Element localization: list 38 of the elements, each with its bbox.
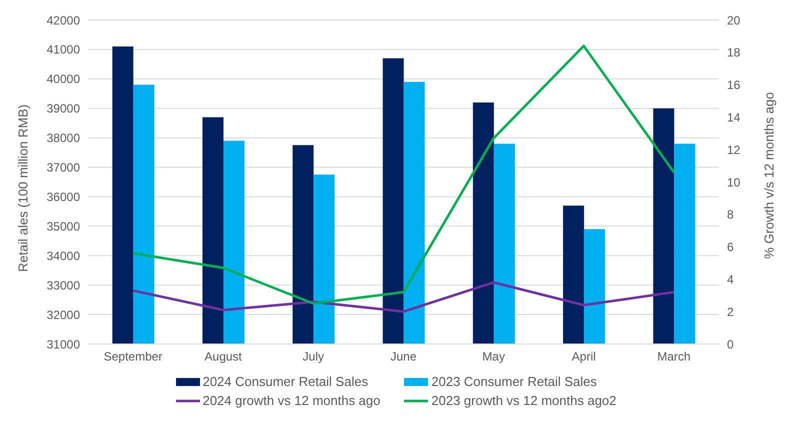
y-tick-label: 42000: [46, 13, 80, 28]
y2-tick-label: 18: [727, 46, 741, 60]
y-tick-label: 35000: [46, 219, 80, 234]
y2-tick-label: 12: [727, 142, 741, 157]
line-series: [132, 44, 676, 305]
y-tick-label: 38000: [46, 131, 80, 146]
y-tick-label: 36000: [46, 190, 80, 204]
x-tick-label: March: [657, 350, 691, 364]
x-tick-label: August: [204, 350, 243, 364]
y-tick-label: 31000: [46, 337, 80, 352]
y2-tick-label: 0: [727, 337, 734, 352]
y2-tick-label: 10: [727, 175, 741, 190]
x-tick-label: June: [390, 350, 417, 364]
y-tick-label: 37000: [46, 160, 80, 175]
line-series: [132, 281, 676, 313]
y2-tick-label: 20: [727, 13, 741, 28]
y-tick-label: 40000: [46, 72, 80, 86]
x-tick-label: May: [482, 350, 505, 364]
y-tick-label: 41000: [46, 42, 80, 57]
legend-label: 2024 growth vs 12 months ago: [202, 393, 380, 408]
y-tick-label: 33000: [46, 278, 80, 292]
y-tick-label: 32000: [46, 308, 80, 322]
y-tick-label: 39000: [46, 102, 80, 116]
legend-label: 2024 Consumer Retail Sales: [202, 374, 368, 389]
y2-tick-label: 6: [727, 240, 734, 254]
x-tick-label: April: [572, 350, 596, 364]
legend-label: 2023 growth vs 12 months ago2: [431, 393, 616, 408]
y2-tick-label: 4: [727, 272, 734, 286]
y2-tick-label: 2: [727, 304, 734, 319]
y2-axis-title: % Growth v/s 12 months ago: [762, 92, 777, 259]
y2-tick-label: 16: [727, 78, 741, 92]
x-tick-label: September: [104, 350, 162, 364]
legend-label: 2023 Consumer Retail Sales: [431, 374, 597, 389]
y-axis-title: Retail ales (100 million RMB): [16, 104, 31, 272]
y2-tick-label: 8: [727, 208, 734, 222]
x-tick-label: July: [302, 350, 324, 364]
y2-tick-label: 14: [727, 110, 741, 124]
y-tick-label: 34000: [46, 248, 80, 263]
